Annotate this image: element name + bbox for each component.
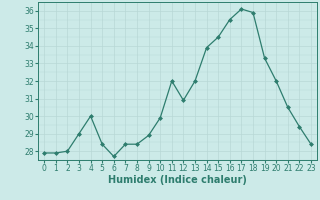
X-axis label: Humidex (Indice chaleur): Humidex (Indice chaleur) [108,175,247,185]
